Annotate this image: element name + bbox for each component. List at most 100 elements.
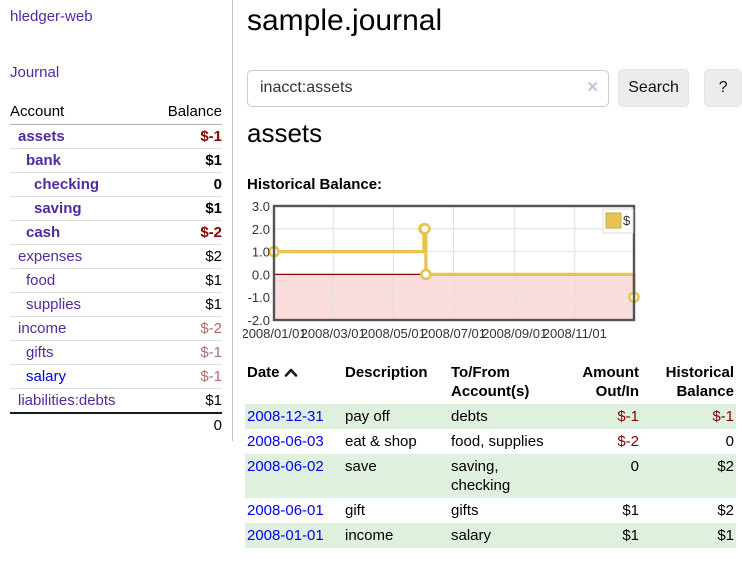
svg-text:-1.0: -1.0 xyxy=(248,290,270,305)
transaction-date-link[interactable]: 2008-06-03 xyxy=(247,433,324,450)
clear-search-icon[interactable]: ✕ xyxy=(586,78,599,96)
svg-text:2008/07/01: 2008/07/01 xyxy=(421,326,486,341)
account-row: cash $-2 xyxy=(10,220,222,245)
account-link[interactable]: bank xyxy=(26,152,62,169)
balance-column-header-register: Historical Balance xyxy=(665,364,734,400)
transaction-balance: $-1 xyxy=(712,408,734,425)
sidebar-item-journal[interactable]: Journal xyxy=(10,64,60,81)
account-row: liabilities:debts $1 xyxy=(10,388,222,413)
transaction-description: eat & shop xyxy=(345,433,417,450)
transaction-description: pay off xyxy=(345,408,390,425)
account-link[interactable]: checking xyxy=(34,176,100,193)
transaction-balance: 0 xyxy=(725,433,734,450)
account-tree-body: assets $-1 bank $1 checking 0 saving $1 cash $-2 e… xyxy=(10,125,222,413)
sort-asc-icon xyxy=(284,368,297,377)
svg-text:-2.0: -2.0 xyxy=(248,313,270,328)
transaction-date-link[interactable]: 2008-12-31 xyxy=(247,408,324,425)
account-total-row: 0 xyxy=(10,412,222,437)
accounts-column-header: To/From Account(s) xyxy=(451,364,530,400)
account-tree-header: Account Balance xyxy=(10,100,222,125)
register-header-row: Date Description To/From Account(s) Amou… xyxy=(245,360,736,404)
svg-text:2008/01/01: 2008/01/01 xyxy=(243,326,307,341)
account-balance: $-2 xyxy=(150,316,222,341)
transaction-amount: $1 xyxy=(622,502,639,519)
page-title: sample.journal xyxy=(247,4,443,37)
transaction-accounts: debts xyxy=(451,408,488,425)
account-balance: $1 xyxy=(150,388,222,413)
transaction-balance: $2 xyxy=(717,502,734,519)
account-link[interactable]: assets xyxy=(18,128,65,145)
register-table: Date Description To/From Account(s) Amou… xyxy=(245,360,736,548)
account-balance: $-1 xyxy=(150,364,222,389)
transaction-description: income xyxy=(345,527,394,544)
account-row: income $-2 xyxy=(10,316,222,341)
main-content: sample.journal ✕ Search ? assets Histori… xyxy=(241,0,742,548)
help-button[interactable]: ? xyxy=(704,69,742,107)
account-link[interactable]: salary xyxy=(26,368,67,385)
account-row: supplies $1 xyxy=(10,292,222,317)
svg-text:0.0: 0.0 xyxy=(252,267,270,282)
transaction-date-link[interactable]: 2008-01-01 xyxy=(247,527,324,544)
register-row[interactable]: 2008-06-02 save saving, checking 0 $2 xyxy=(245,454,736,498)
transaction-description: save xyxy=(345,458,377,475)
sidebar: hledger-web Journal Account Balance asse… xyxy=(0,0,233,441)
svg-text:2008/09/01: 2008/09/01 xyxy=(482,326,547,341)
svg-text:3.0: 3.0 xyxy=(252,199,270,214)
account-row: assets $-1 xyxy=(10,125,222,149)
account-link[interactable]: food xyxy=(26,272,56,289)
account-balance: 0 xyxy=(150,172,222,197)
date-column-header[interactable]: Date xyxy=(245,360,343,404)
account-link[interactable]: expenses xyxy=(18,248,83,265)
total-spacer xyxy=(10,412,151,437)
svg-text:2008/05/01: 2008/05/01 xyxy=(361,326,426,341)
account-balance: $-1 xyxy=(150,340,222,365)
search-input-wrap: ✕ xyxy=(247,69,609,107)
account-balance: $2 xyxy=(150,244,222,269)
transaction-amount: 0 xyxy=(630,458,639,475)
transaction-balance: $2 xyxy=(717,458,734,475)
account-balance: $-2 xyxy=(150,220,222,245)
search-form: ✕ Search ? xyxy=(247,69,742,107)
search-button[interactable]: Search xyxy=(617,69,690,107)
total-balance: 0 xyxy=(150,412,222,437)
svg-text:1.0: 1.0 xyxy=(252,245,270,260)
register-row[interactable]: 2008-01-01 income salary $1 $1 xyxy=(245,523,736,548)
transaction-description: gift xyxy=(345,502,366,519)
brand-link[interactable]: hledger-web xyxy=(10,8,93,25)
chart-svg: 3.0 2.0 1.0 0.0 -1.0 -2.02008/01/012008/03/01… xyxy=(241,199,640,341)
register-row[interactable]: 2008-12-31 pay off debts $-1 $-1 xyxy=(245,404,736,429)
account-link[interactable]: income xyxy=(18,320,67,337)
description-column-header: Description xyxy=(345,364,428,381)
account-row: gifts $-1 xyxy=(10,340,222,365)
account-column-header: Account xyxy=(10,100,151,125)
transaction-balance: $1 xyxy=(717,527,734,544)
account-link[interactable]: supplies xyxy=(26,296,82,313)
svg-text:2.0: 2.0 xyxy=(252,222,270,237)
account-row: checking 0 xyxy=(10,172,222,197)
svg-text:$: $ xyxy=(623,213,631,228)
search-input[interactable] xyxy=(247,69,609,107)
account-row: salary $-1 xyxy=(10,364,222,389)
account-row: bank $1 xyxy=(10,148,222,173)
account-link[interactable]: cash xyxy=(26,224,61,241)
account-heading: assets xyxy=(247,118,323,148)
register-row[interactable]: 2008-06-03 eat & shop food, supplies $-2 0 xyxy=(245,429,736,454)
historical-balance-label: Historical Balance: xyxy=(247,176,383,193)
account-link[interactable]: liabilities:debts xyxy=(18,392,116,409)
balance-column-header: Balance xyxy=(150,100,222,125)
transaction-date-link[interactable]: 2008-06-01 xyxy=(247,502,324,519)
transaction-amount: $-1 xyxy=(617,408,639,425)
transaction-date-link[interactable]: 2008-06-02 xyxy=(247,458,324,475)
account-balance: $1 xyxy=(150,268,222,293)
transaction-accounts: salary xyxy=(451,527,492,544)
account-balance: $1 xyxy=(150,148,222,173)
account-link[interactable]: saving xyxy=(34,200,82,217)
register-body: 2008-12-31 pay off debts $-1 $-1 2008-06-03 ea… xyxy=(245,404,736,548)
account-row: food $1 xyxy=(10,268,222,293)
historical-balance-chart: 3.0 2.0 1.0 0.0 -1.0 -2.0 2008/01/01 2008/03/01… xyxy=(241,198,643,346)
svg-text:2008/11/01: 2008/11/01 xyxy=(543,326,607,341)
register-row[interactable]: 2008-06-01 gift gifts $1 $2 xyxy=(245,498,736,523)
account-link[interactable]: gifts xyxy=(26,344,54,361)
transaction-accounts: saving, checking xyxy=(451,458,511,494)
